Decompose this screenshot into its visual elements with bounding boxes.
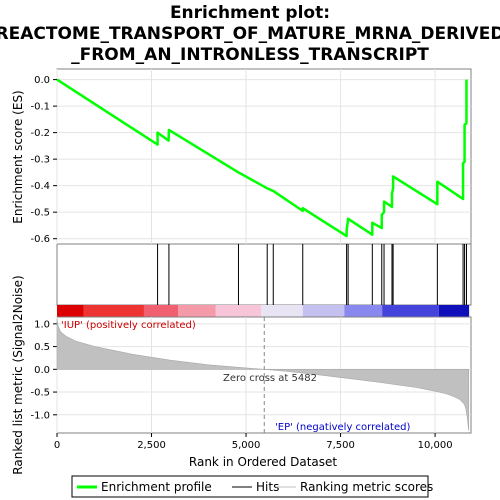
x-tick-label: 7,500 (326, 440, 355, 451)
colorbar-segment (261, 305, 303, 317)
hit-markers (157, 244, 467, 305)
legend: Enrichment profile Hits Ranking metric s… (71, 475, 433, 498)
legend-label-hits: Hits (256, 480, 279, 494)
x-tick-label: 10,000 (418, 440, 453, 451)
legend-label-enrichment: Enrichment profile (101, 480, 212, 494)
chart-title-line-2: REACTOME_TRANSPORT_OF_MATURE_MRNA_DERIVE… (0, 24, 500, 44)
colorbar-segment (143, 305, 178, 317)
positive-correlation-label: 'IUP' (positively correlated) (61, 320, 196, 331)
colorbar-segment (83, 305, 144, 317)
colorbar-segment (302, 305, 345, 317)
es-y-axis-label: Enrichment score (ES) (11, 90, 25, 223)
ranked-list-colorbar (57, 305, 470, 317)
chart-title-line-3: _FROM_AN_INTRONLESS_TRANSCRIPT (71, 45, 429, 65)
metric-y-tick-label: 1.0 (34, 319, 50, 330)
metric-y-tick-label: 0.0 (34, 365, 50, 376)
colorbar-segment (344, 305, 383, 317)
es-y-tick-label: 0.0 (34, 75, 50, 86)
x-axis-label: Rank in Ordered Dataset (189, 455, 337, 469)
hits-panel (56, 243, 472, 306)
zero-cross-label: Zero cross at 5482 (223, 373, 317, 384)
ranking-metric-curve (56, 318, 470, 431)
colorbar-segment (215, 305, 262, 317)
x-tick-label: 0 (54, 440, 60, 451)
colorbar-segment (382, 305, 439, 317)
x-tick-label: 2,500 (137, 440, 166, 451)
colorbar-segment (438, 305, 470, 317)
es-gridlines (56, 69, 471, 244)
enrichment-profile (56, 78, 468, 238)
es-y-ticks: 0.0 -0.1 -0.2 -0.3 -0.4 -0.5 -0.6 (30, 75, 57, 245)
negative-correlation-label: 'EP' (negatively correlated) (275, 422, 410, 433)
metric-y-tick-label: -0.5 (30, 388, 50, 399)
chart-title-line-1: Enrichment plot: (170, 3, 330, 23)
es-y-tick-label: -0.5 (30, 208, 50, 219)
es-y-tick-label: -0.1 (30, 102, 50, 113)
metric-y-tick-label: 0.5 (34, 342, 50, 353)
x-ticks: 0 2,500 5,000 7,500 10,000 (54, 433, 453, 451)
colorbar-segment (57, 305, 84, 317)
metric-y-axis-label: Ranked list metric (Signal2Noise) (11, 275, 25, 474)
es-y-tick-label: -0.2 (30, 128, 50, 139)
ranking-metric-area (56, 318, 470, 431)
colorbar-segment (177, 305, 216, 317)
metric-y-tick-label: -1.0 (30, 410, 50, 421)
x-tick-label: 5,000 (232, 440, 261, 451)
es-y-tick-label: -0.4 (30, 181, 50, 192)
legend-label-metric: Ranking metric scores (300, 480, 433, 494)
es-panel (56, 68, 472, 245)
metric-y-ticks: 1.0 0.5 0.0 -0.5 -1.0 (30, 319, 57, 421)
enrichment-profile-line (56, 78, 468, 238)
es-y-tick-label: -0.3 (30, 155, 50, 166)
es-y-tick-label: -0.6 (30, 234, 50, 245)
